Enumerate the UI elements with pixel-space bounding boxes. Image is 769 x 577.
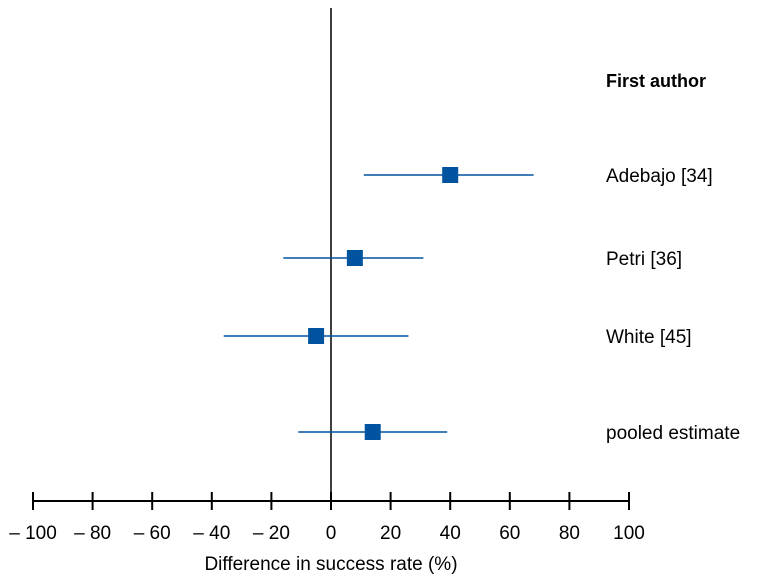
x-tick-label: – 80 bbox=[74, 523, 111, 544]
study-label: Petri [36] bbox=[606, 249, 682, 270]
study-label: White [45] bbox=[606, 327, 692, 348]
study-rows: Adebajo [34] Petri [36] White [45] pooled e… bbox=[223, 166, 740, 444]
column-header-first-author: First author bbox=[606, 71, 706, 91]
study-label: Adebajo [34] bbox=[606, 166, 713, 187]
x-tick-label: – 60 bbox=[134, 523, 171, 544]
point-estimate-marker bbox=[442, 167, 459, 183]
study-row: Petri [36] bbox=[283, 249, 682, 270]
x-tick-label: 40 bbox=[440, 523, 461, 544]
study-row: Adebajo [34] bbox=[363, 166, 713, 187]
x-tick-label: 0 bbox=[326, 523, 337, 544]
point-estimate-marker bbox=[364, 424, 381, 440]
x-tick-label: 100 bbox=[613, 523, 645, 544]
x-tick-label: 80 bbox=[559, 523, 580, 544]
point-estimate-marker bbox=[308, 328, 325, 344]
x-axis-ticks: – 100 – 80 – 60 – 40 – 20 0 20 40 60 80 100 bbox=[9, 492, 645, 544]
point-estimate-marker bbox=[346, 250, 363, 266]
x-tick-label: 20 bbox=[380, 523, 401, 544]
x-axis-title: Difference in success rate (%) bbox=[204, 554, 457, 575]
study-row: White [45] bbox=[223, 327, 692, 348]
study-label: pooled estimate bbox=[606, 423, 740, 444]
x-tick-label: – 100 bbox=[9, 523, 57, 544]
x-tick-label: – 20 bbox=[253, 523, 290, 544]
x-tick-label: 60 bbox=[499, 523, 520, 544]
study-row: pooled estimate bbox=[298, 423, 740, 444]
x-tick-label: – 40 bbox=[193, 523, 230, 544]
